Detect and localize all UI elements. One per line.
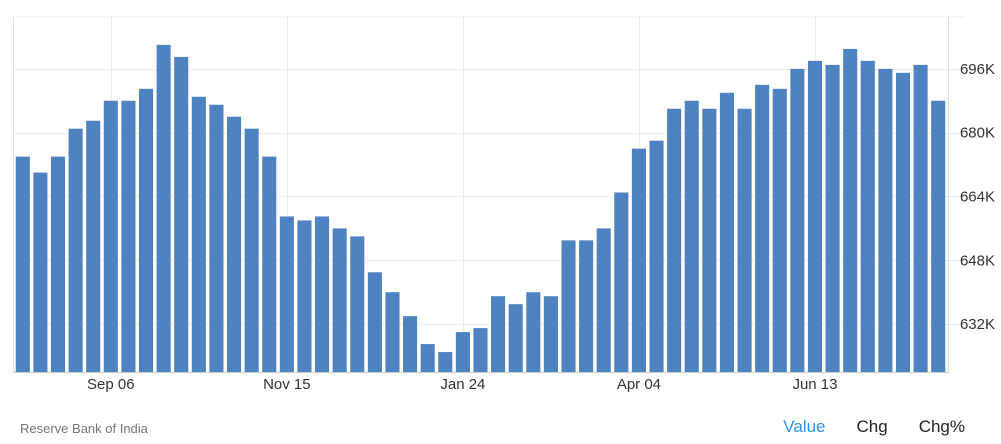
bar[interactable]: [649, 140, 664, 372]
x-tick-label: Sep 06: [87, 376, 135, 393]
axes: [13, 17, 949, 373]
bar[interactable]: [579, 240, 594, 372]
tab-chg-percent[interactable]: Chg%: [918, 417, 965, 436]
bar[interactable]: [156, 44, 171, 373]
y-tick-label: 664K: [960, 188, 995, 205]
bar[interactable]: [596, 228, 611, 372]
x-tick-label: Apr 04: [617, 376, 661, 393]
bar[interactable]: [913, 64, 928, 373]
bar[interactable]: [631, 148, 646, 372]
bar[interactable]: [807, 60, 823, 372]
bar[interactable]: [543, 296, 558, 372]
bar[interactable]: [315, 216, 330, 372]
bar[interactable]: [15, 156, 30, 372]
bar[interactable]: [667, 108, 682, 373]
bar[interactable]: [385, 292, 400, 372]
bar[interactable]: [878, 68, 893, 372]
bar[interactable]: [825, 64, 840, 373]
x-tick-label: Jun 13: [792, 376, 837, 393]
bar[interactable]: [455, 332, 470, 372]
bar[interactable]: [737, 108, 752, 373]
bar[interactable]: [772, 88, 787, 373]
bar-series: [15, 44, 946, 373]
bar[interactable]: [895, 72, 911, 372]
bar[interactable]: [68, 128, 83, 372]
bar[interactable]: [614, 192, 629, 372]
bar-chart: 632K 648K 664K 680K 696K Sep 06 Nov 15 Jan 24 A…: [13, 16, 995, 393]
bar[interactable]: [209, 104, 224, 372]
y-tick-label: 632K: [960, 316, 995, 333]
chart-footer: Reserve Bank of India Value Chg Chg%: [0, 410, 1001, 444]
bar[interactable]: [227, 116, 242, 372]
bar[interactable]: [332, 228, 347, 372]
bar[interactable]: [438, 352, 453, 372]
bar[interactable]: [174, 56, 189, 372]
bar[interactable]: [931, 100, 946, 372]
bar[interactable]: [138, 88, 154, 373]
bar[interactable]: [860, 60, 875, 372]
bar[interactable]: [33, 172, 48, 372]
bar[interactable]: [719, 92, 734, 372]
y-axis-tick-labels: 632K 648K 664K 680K 696K: [960, 61, 995, 333]
bar[interactable]: [367, 272, 382, 372]
bar[interactable]: [244, 128, 259, 372]
value-mode-tabs: Value Chg Chg%: [752, 417, 965, 437]
bar[interactable]: [279, 216, 294, 372]
bar[interactable]: [403, 316, 418, 372]
x-tick-label: Nov 15: [263, 376, 311, 393]
bar[interactable]: [508, 304, 523, 372]
bar[interactable]: [262, 156, 277, 372]
x-tick-label: Jan 24: [440, 376, 485, 393]
bar[interactable]: [50, 156, 66, 372]
bar[interactable]: [103, 100, 118, 372]
tab-chg[interactable]: Chg: [856, 417, 888, 436]
y-tick-label: 696K: [960, 61, 995, 78]
tab-value[interactable]: Value: [783, 417, 826, 436]
bar[interactable]: [191, 96, 206, 372]
bar[interactable]: [526, 292, 541, 372]
x-axis-tick-labels: Sep 06 Nov 15 Jan 24 Apr 04 Jun 13: [87, 376, 837, 393]
bar[interactable]: [473, 328, 488, 372]
source-label: Reserve Bank of India: [20, 421, 148, 436]
y-tick-label: 648K: [960, 252, 995, 269]
bar[interactable]: [561, 240, 576, 372]
bar[interactable]: [755, 84, 770, 372]
bar[interactable]: [121, 100, 136, 372]
y-tick-label: 680K: [960, 125, 995, 142]
bar[interactable]: [491, 296, 506, 372]
bar[interactable]: [702, 108, 717, 373]
bar[interactable]: [790, 68, 805, 372]
bar[interactable]: [350, 236, 365, 372]
bar[interactable]: [843, 48, 858, 372]
bar[interactable]: [86, 120, 101, 373]
bar[interactable]: [297, 220, 312, 372]
bar[interactable]: [420, 344, 435, 372]
bar[interactable]: [684, 100, 699, 372]
